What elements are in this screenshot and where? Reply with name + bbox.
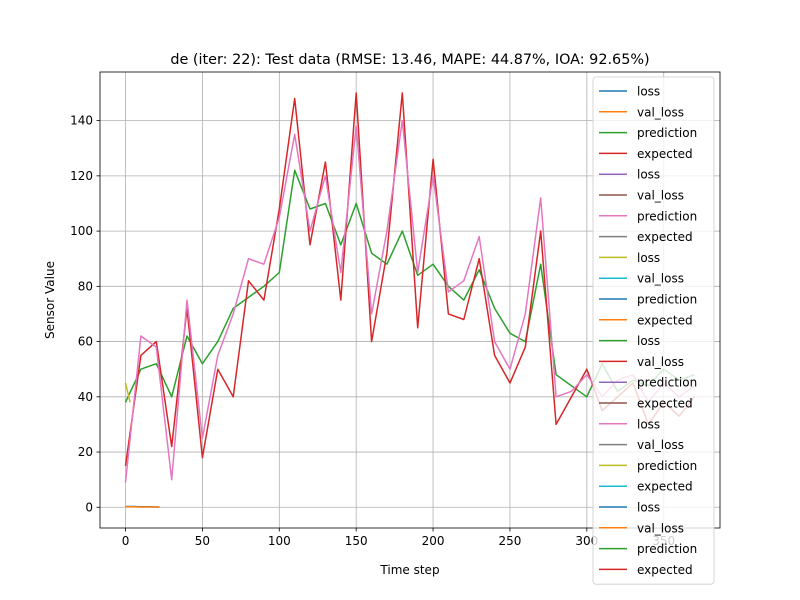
legend-label: prediction [637,459,697,473]
legend-label: expected [637,230,693,244]
y-tick-label: 40 [78,390,93,404]
ticks: 050100150200250300350020406080100120140 [70,114,675,548]
y-tick-label: 20 [78,445,93,459]
y-tick-label: 0 [85,500,93,514]
x-tick-label: 250 [498,534,521,548]
legend-label: loss [637,251,660,265]
legend-label: val_loss [637,438,684,452]
legend-label: expected [637,313,693,327]
legend-label: prediction [637,293,697,307]
x-tick-label: 200 [422,534,445,548]
series-line-loss-9 [124,382,131,403]
plot-frame [99,71,721,529]
y-tick-label: 140 [70,114,93,128]
x-tick-label: 0 [122,534,130,548]
legend-label: val_loss [637,355,684,369]
chart-title: de (iter: 22): Test data (RMSE: 13.46, M… [170,52,649,68]
legend-label: expected [637,563,693,577]
x-tick-label: 300 [575,534,598,548]
legend-label: prediction [637,126,697,140]
legend-label: loss [637,501,660,515]
y-axis-label: Sensor Value [43,261,57,339]
legend-label: loss [637,334,660,348]
legend-label: val_loss [637,105,684,119]
x-tick-label: 100 [268,534,291,548]
y-tick-label: 60 [78,335,93,349]
y-tick-label: 80 [78,279,93,293]
legend-label: expected [637,397,693,411]
x-axis-label: Time step [379,563,439,577]
legend-label: loss [637,85,660,99]
legend-label: prediction [637,209,697,223]
y-tick-label: 100 [70,224,93,238]
x-tick-label: 150 [345,534,368,548]
legend-label: expected [637,480,693,494]
legend-label: val_loss [637,521,684,535]
y-tick-label: 120 [70,169,93,183]
legend-label: prediction [637,542,697,556]
legend-label: expected [637,147,693,161]
legend-label: prediction [637,376,697,390]
legend: loss val_loss prediction expected loss val_lo… [592,76,715,585]
x-tick-label: 50 [195,534,210,548]
legend-label: loss [637,417,660,431]
legend-label: val_loss [637,189,684,203]
legend-label: loss [637,168,660,182]
legend-label: val_loss [637,272,684,286]
legend-box [592,76,715,585]
